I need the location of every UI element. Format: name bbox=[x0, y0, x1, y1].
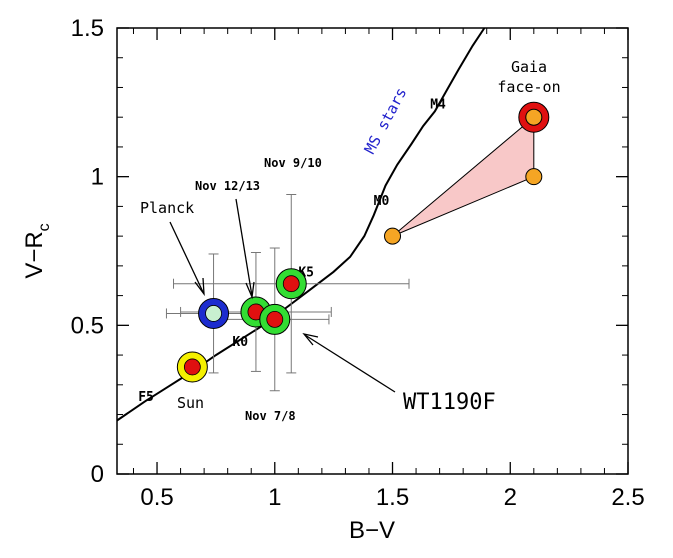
planck-label: Planck bbox=[140, 199, 194, 217]
x-tick-label: 1 bbox=[268, 484, 281, 511]
svg-text:V−Rc: V−Rc bbox=[21, 223, 53, 278]
x-tick-label: 0.5 bbox=[140, 484, 173, 511]
spectral-type-label: M4 bbox=[430, 97, 446, 112]
wt1190f-label: WT1190F bbox=[403, 390, 496, 415]
y-axis-title-main: V−R bbox=[21, 231, 48, 278]
planck-point-core bbox=[205, 305, 222, 322]
main-sequence-curve bbox=[116, 27, 486, 422]
gaia-label-line2: face-on bbox=[497, 78, 560, 96]
y-tick-label: 0 bbox=[91, 461, 104, 488]
y-tick-label: 1.5 bbox=[71, 15, 104, 42]
x-tick-label: 1.5 bbox=[376, 484, 409, 511]
sun-point-core bbox=[183, 358, 201, 376]
data-points bbox=[176, 268, 307, 383]
y-tick-label: 0.5 bbox=[71, 312, 104, 339]
nov-12-13-arrow bbox=[235, 198, 255, 300]
y-axis-title-subscript: c bbox=[36, 223, 53, 231]
ms-stars-label: MS stars bbox=[361, 85, 411, 157]
wt1190f-arrow bbox=[302, 332, 396, 393]
gaia-region bbox=[392, 116, 535, 237]
gaia-label-line1: Gaia bbox=[511, 58, 547, 76]
axis-ticks: 0.5 1 1.5 2 2.5 0 0.5 1 1.5 bbox=[71, 15, 645, 511]
spectral-type-label: F5 bbox=[138, 390, 154, 405]
epoch-label-nov-12-13: Nov 12/13 bbox=[195, 179, 260, 193]
epoch-label-nov-9-10: Nov 9/10 bbox=[264, 156, 322, 170]
gaia-polygon-group bbox=[384, 101, 550, 245]
wt1190f-point-core bbox=[266, 310, 284, 328]
x-tick-label: 2.5 bbox=[611, 484, 644, 511]
x-tick-label: 2 bbox=[504, 484, 517, 511]
gaia-point bbox=[525, 168, 543, 186]
y-axis-title: V−Rc bbox=[21, 223, 53, 278]
wt1190f-point-core bbox=[282, 275, 300, 293]
gaia-point bbox=[525, 108, 543, 126]
gaia-point bbox=[384, 227, 402, 245]
sun-label: Sun bbox=[177, 394, 204, 412]
x-axis-title: B−V bbox=[349, 517, 395, 544]
spectral-type-label: M0 bbox=[374, 194, 390, 209]
planck-arrow bbox=[169, 221, 205, 297]
y-tick-label: 1 bbox=[91, 164, 104, 191]
plot-frame bbox=[116, 27, 629, 475]
spectral-type-label: K0 bbox=[232, 335, 248, 350]
epoch-label-nov-7-8: Nov 7/8 bbox=[245, 409, 296, 423]
